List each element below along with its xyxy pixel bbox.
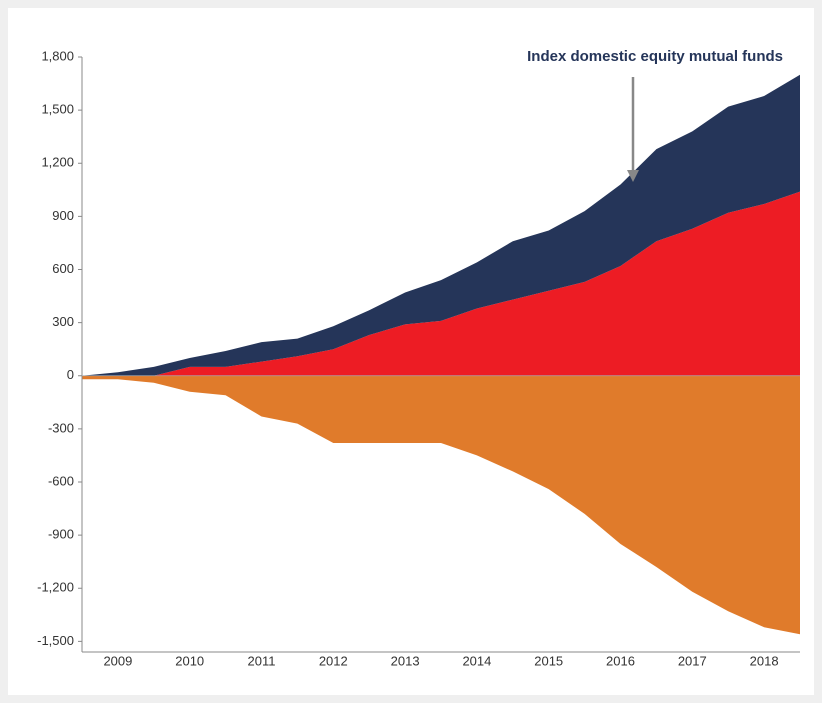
y-tick-label: 1,200 — [41, 155, 74, 170]
y-tick-label: 600 — [52, 261, 74, 276]
x-tick-label: 2017 — [678, 653, 707, 668]
x-tick-label: 2014 — [462, 653, 491, 668]
area — [82, 191, 800, 376]
y-tick-label: 900 — [52, 208, 74, 223]
x-tick-label: 2012 — [319, 653, 348, 668]
y-tick-label: -900 — [48, 527, 74, 542]
y-tick-label: -600 — [48, 473, 74, 488]
annotation: Index domestic equity mutual funds — [527, 48, 783, 65]
x-tick-label: 2015 — [534, 653, 563, 668]
area — [82, 74, 800, 376]
x-tick-label: 2013 — [391, 653, 420, 668]
x-tick-label: 2016 — [606, 653, 635, 668]
y-tick-label: 0 — [67, 367, 74, 382]
y-tick-label: 1,800 — [41, 48, 74, 63]
y-tick-label: 300 — [52, 314, 74, 329]
plot: 1,800 1,500 1,200 900 600 300 0 -300 -600 -900 -1,… — [37, 48, 800, 668]
y-tick-label: 1,500 — [41, 102, 74, 117]
y-tick-label: -300 — [48, 420, 74, 435]
x-tick-label: 2011 — [248, 653, 276, 668]
y-tick-label: -1,200 — [37, 580, 74, 595]
annotation-arrowhead — [627, 170, 639, 182]
area — [82, 375, 800, 635]
y-tick-label: -1,500 — [37, 633, 74, 648]
x-tick-label: 2018 — [750, 653, 779, 668]
x-tick-label: 2010 — [175, 653, 204, 668]
x-tick-label: 2009 — [103, 653, 132, 668]
